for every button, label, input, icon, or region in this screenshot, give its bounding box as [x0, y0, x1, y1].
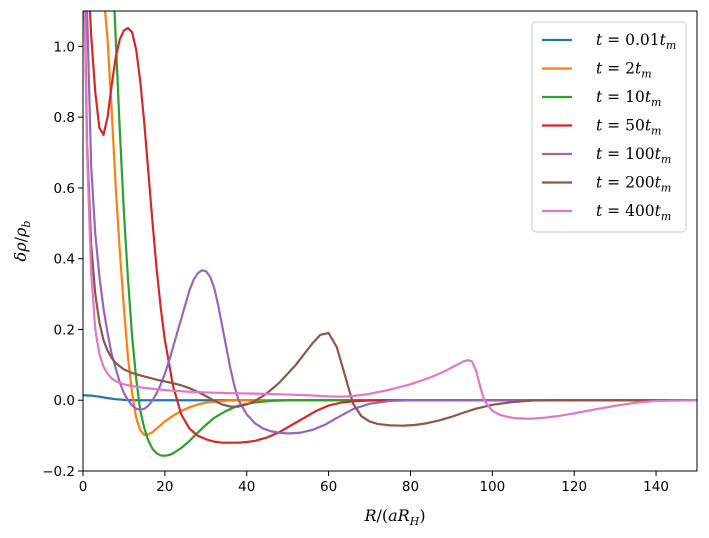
legend-label-6-eq: =: [602, 202, 625, 220]
legend-label-3-coef: 50: [625, 117, 645, 135]
legend-label-0-t: t: [596, 31, 603, 49]
legend-label-1: t = 2tm: [596, 60, 652, 81]
y-tick-label-1: 0.0: [54, 393, 75, 409]
legend-label-5: t = 200tm: [596, 174, 671, 195]
legend-label-3-tm: t: [645, 117, 652, 135]
y-axis-label-slash: /: [11, 236, 30, 242]
series-layer: [83, 11, 697, 457]
x-tick-label-5: 100: [479, 479, 505, 495]
legend-label-1-t: t: [596, 60, 603, 78]
x-axis-label-close: ): [419, 506, 425, 525]
y-tick-label-5: 0.8: [54, 110, 75, 126]
legend-label-6: t = 400tm: [596, 202, 671, 223]
legend-label-6-coef: 400: [625, 202, 655, 220]
x-tick-label-2: 40: [238, 479, 255, 495]
legend-label-0-eq: =: [602, 31, 625, 49]
legend-label-3-t: t: [596, 117, 603, 135]
legend-label-3: t = 50tm: [596, 117, 661, 138]
legend-label-2-eq: =: [602, 88, 625, 106]
legend-label-0-sub: m: [666, 39, 676, 52]
legend-label-2-sub: m: [651, 96, 661, 109]
legend-label-3-eq: =: [602, 117, 625, 135]
legend-label-4-tm: t: [655, 145, 662, 163]
x-tick-label-1: 20: [156, 479, 173, 495]
y-tick-label-0: −0.2: [42, 464, 75, 480]
y-tick-label-6: 1.0: [54, 39, 75, 55]
x-axis-label-r: R: [363, 506, 376, 525]
legend-label-6-sub: m: [661, 210, 671, 223]
y-tick-label-2: 0.2: [54, 322, 75, 338]
x-tick-label-7: 140: [643, 479, 669, 495]
legend-label-4-eq: =: [602, 145, 625, 163]
legend-label-0: t = 0.01tm: [596, 31, 676, 52]
legend-label-4-sub: m: [661, 153, 671, 166]
series-line-3: [88, 11, 697, 444]
y-axis-label-rho: ρ: [11, 227, 30, 238]
legend-label-1-coef: 2: [625, 60, 635, 78]
legend-label-5-t: t: [596, 174, 603, 192]
series-line-4: [85, 11, 697, 435]
x-tick-label-3: 60: [320, 479, 337, 495]
x-axis-label-rh: R: [397, 506, 410, 525]
y-tick-label-3: 0.4: [54, 252, 75, 268]
legend-label-4-t: t: [596, 145, 603, 163]
legend-label-5-tm: t: [655, 174, 662, 192]
legend-label-1-tm: t: [635, 60, 642, 78]
legend-label-2-coef: 10: [625, 88, 645, 106]
legend-label-2-tm: t: [645, 88, 652, 106]
legend-label-5-sub: m: [661, 182, 671, 195]
x-axis-label-a: a: [388, 506, 398, 525]
plot-frame: [82, 10, 698, 472]
series-line-0: [83, 394, 697, 402]
legend-label-5-eq: =: [602, 174, 625, 192]
legend-label-0-coef: 0.01: [625, 31, 660, 49]
legend-label-1-eq: =: [602, 60, 625, 78]
x-tick-label-4: 80: [402, 479, 419, 495]
series-line-2: [113, 11, 697, 457]
legend-label-2: t = 10tm: [596, 88, 661, 109]
legend-label-5-coef: 200: [625, 174, 655, 192]
legend-label-4-coef: 100: [625, 145, 655, 163]
legend-label-4: t = 100tm: [596, 145, 671, 166]
legend-label-0-tm: t: [660, 31, 667, 49]
y-axis-label-sub: b: [20, 221, 33, 228]
x-axis-label-sub: H: [409, 515, 420, 528]
legend-label-2-t: t: [596, 88, 603, 106]
x-axis-label-open: /(: [376, 506, 388, 525]
series-line-1: [103, 11, 697, 437]
x-tick-label-0: 0: [79, 479, 88, 495]
y-tick-label-4: 0.6: [54, 181, 75, 197]
legend-box: [531, 21, 687, 233]
legend-label-1-sub: m: [641, 68, 651, 81]
y-axis-label-delta: δρ: [11, 242, 30, 262]
legend-label-3-sub: m: [651, 125, 661, 138]
tick-layer: 0 20 40 60 80 100 120 140 −0.2 0.0 0.2 0.4 0.6 0.8 1.0: [42, 39, 669, 495]
legend-label-6-t: t: [596, 202, 603, 220]
legend-label-6-tm: t: [655, 202, 662, 220]
x-tick-label-6: 120: [561, 479, 587, 495]
x-axis-label: R/(aRH): [363, 506, 425, 528]
series-line-6: [83, 11, 697, 420]
y-axis-label: δρ/ρb: [11, 221, 33, 262]
